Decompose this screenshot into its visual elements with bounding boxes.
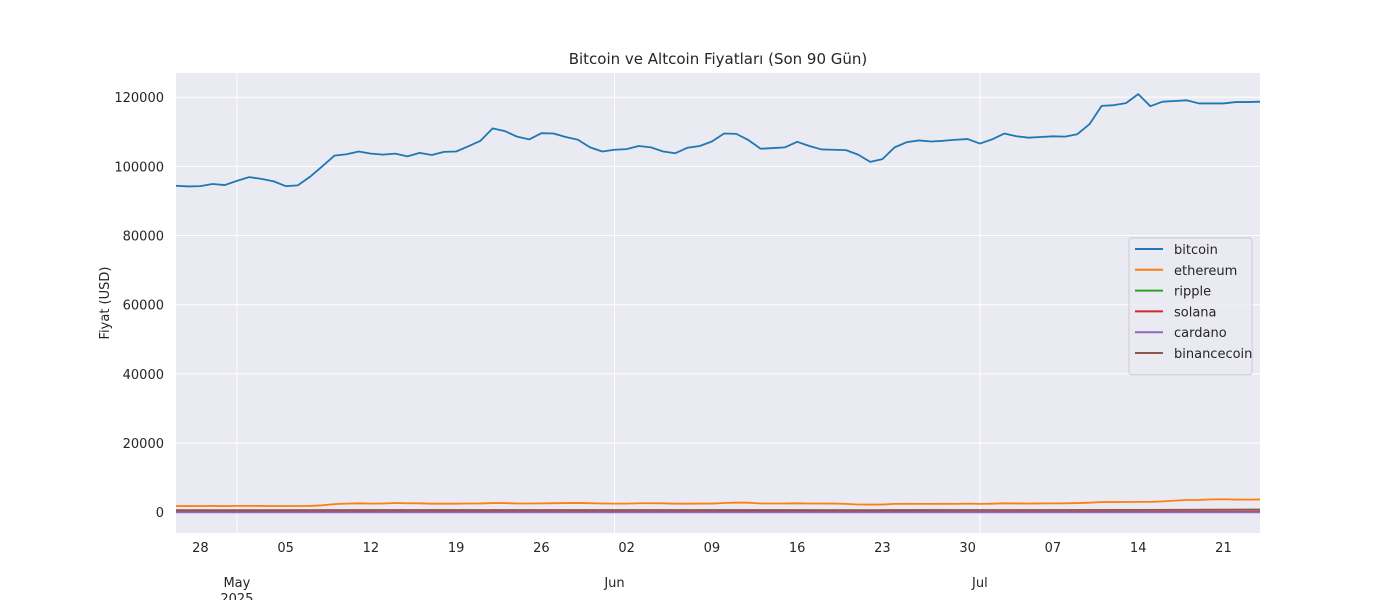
x-tick-label: 14 — [1130, 541, 1147, 556]
y-tick-label: 100000 — [114, 160, 164, 175]
chart-title: Bitcoin ve Altcoin Fiyatları (Son 90 Gün… — [569, 50, 868, 68]
legend-box — [1128, 237, 1253, 376]
legend-label-bitcoin: bitcoin — [1174, 243, 1218, 258]
x-tick-label: 21 — [1215, 541, 1232, 556]
x-year-label: 2025 — [220, 592, 253, 600]
x-tick-label: 30 — [959, 541, 976, 556]
legend-label-cardano: cardano — [1174, 326, 1227, 341]
legend-label-ripple: ripple — [1174, 285, 1211, 300]
x-tick-label: 16 — [789, 541, 806, 556]
plot-area — [176, 73, 1260, 533]
legend: bitcoin ethereum ripple solana cardano binanc… — [1128, 237, 1253, 376]
x-tick-label: 07 — [1045, 541, 1062, 556]
x-tick-label: 12 — [363, 541, 380, 556]
series-line-binancecoin — [176, 508, 1260, 512]
x-tick-label: 28 — [192, 541, 209, 556]
x-major-tick-label: Jun — [603, 576, 624, 591]
series-line-bitcoin — [176, 93, 1260, 188]
y-axis: 0 20000 40000 60000 80000 100000 120000 — [114, 91, 164, 521]
x-tick-label: 02 — [618, 541, 635, 556]
legend-label-ethereum: ethereum — [1174, 264, 1237, 279]
y-tick-label: 80000 — [123, 230, 164, 245]
y-tick-label: 40000 — [123, 368, 164, 383]
x-tick-label: 26 — [533, 541, 550, 556]
y-tick-label: 20000 — [123, 437, 164, 452]
x-tick-label: 05 — [277, 541, 294, 556]
y-axis-label: Fiyat (USD) — [98, 267, 113, 340]
series-line-ethereum — [176, 498, 1260, 507]
x-major-tick-label: Jul — [971, 576, 988, 591]
legend-label-solana: solana — [1174, 305, 1217, 320]
y-tick-label: 0 — [156, 506, 164, 521]
x-tick-label: 09 — [704, 541, 721, 556]
x-tick-label: 23 — [874, 541, 891, 556]
y-tick-label: 60000 — [123, 299, 164, 314]
y-tick-label: 120000 — [114, 91, 164, 106]
series-lines — [176, 93, 1260, 514]
legend-label-binancecoin: binancecoin — [1174, 347, 1252, 362]
x-tick-label: 19 — [448, 541, 465, 556]
x-major-tick-label: May — [223, 576, 250, 591]
